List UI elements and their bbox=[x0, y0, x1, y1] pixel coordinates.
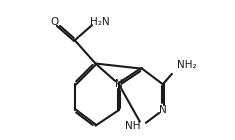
Text: H₂N: H₂N bbox=[90, 17, 109, 27]
Text: N: N bbox=[115, 79, 123, 89]
Text: NH: NH bbox=[125, 121, 141, 131]
Text: NH₂: NH₂ bbox=[177, 60, 197, 70]
Text: O: O bbox=[50, 17, 58, 27]
Text: N: N bbox=[159, 105, 167, 115]
